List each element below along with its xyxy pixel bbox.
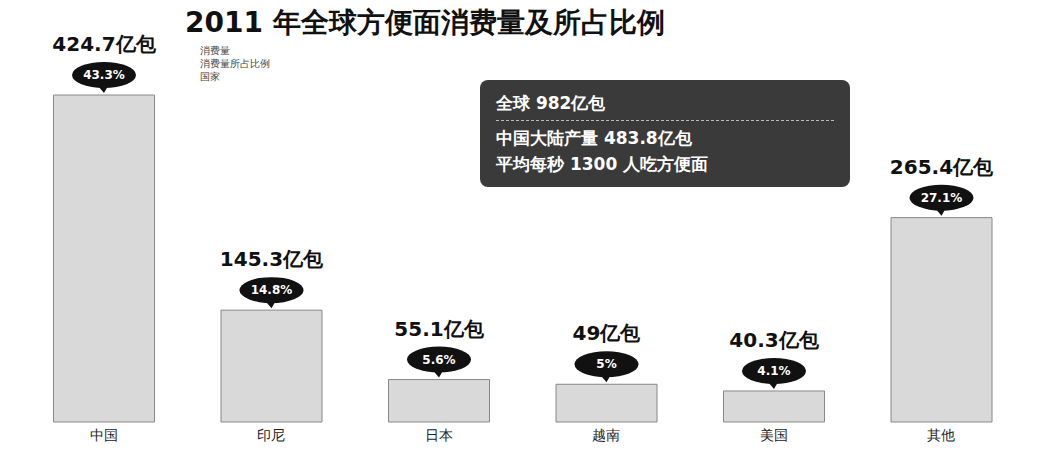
- svg-text:其他: 其他: [927, 427, 955, 443]
- svg-text:265.4亿包: 265.4亿包: [890, 155, 994, 179]
- html-text:消费量: 消费量: [200, 45, 230, 56]
- svg-text:40.3亿包: 40.3亿包: [729, 328, 819, 352]
- svg-text:4.1%: 4.1%: [757, 364, 790, 378]
- html-text:消费量所占比例: 消费量所占比例: [200, 58, 270, 69]
- svg-text:424.7亿包: 424.7亿包: [52, 32, 156, 56]
- html-text:中国大陆产量 483.8亿包: 中国大陆产量 483.8亿包: [496, 128, 692, 148]
- svg-text:5.6%: 5.6%: [422, 353, 455, 367]
- html-text:2011 年全球方便面消费量及所占比例: 2011 年全球方便面消费量及所占比例: [185, 6, 665, 39]
- svg-text:印尼: 印尼: [257, 427, 285, 443]
- svg-text:55.1亿包: 55.1亿包: [394, 317, 484, 341]
- svg-text:5%: 5%: [596, 357, 616, 371]
- html-text:全球 982亿包: 全球 982亿包: [496, 93, 606, 113]
- svg-text:145.3亿包: 145.3亿包: [220, 247, 324, 271]
- svg-text:中国: 中国: [90, 427, 118, 443]
- html-text:国家: 国家: [200, 71, 220, 82]
- svg-text:27.1%: 27.1%: [921, 191, 963, 205]
- svg-text:43.3%: 43.3%: [83, 68, 125, 82]
- svg-text:美国: 美国: [760, 427, 788, 443]
- svg-text:越南: 越南: [592, 427, 620, 443]
- svg-text:49亿包: 49亿包: [573, 321, 642, 345]
- html-text:平均每秒 1300 人吃方便面: 平均每秒 1300 人吃方便面: [496, 154, 709, 174]
- svg-text:14.8%: 14.8%: [251, 283, 293, 297]
- svg-text:日本: 日本: [425, 427, 453, 443]
